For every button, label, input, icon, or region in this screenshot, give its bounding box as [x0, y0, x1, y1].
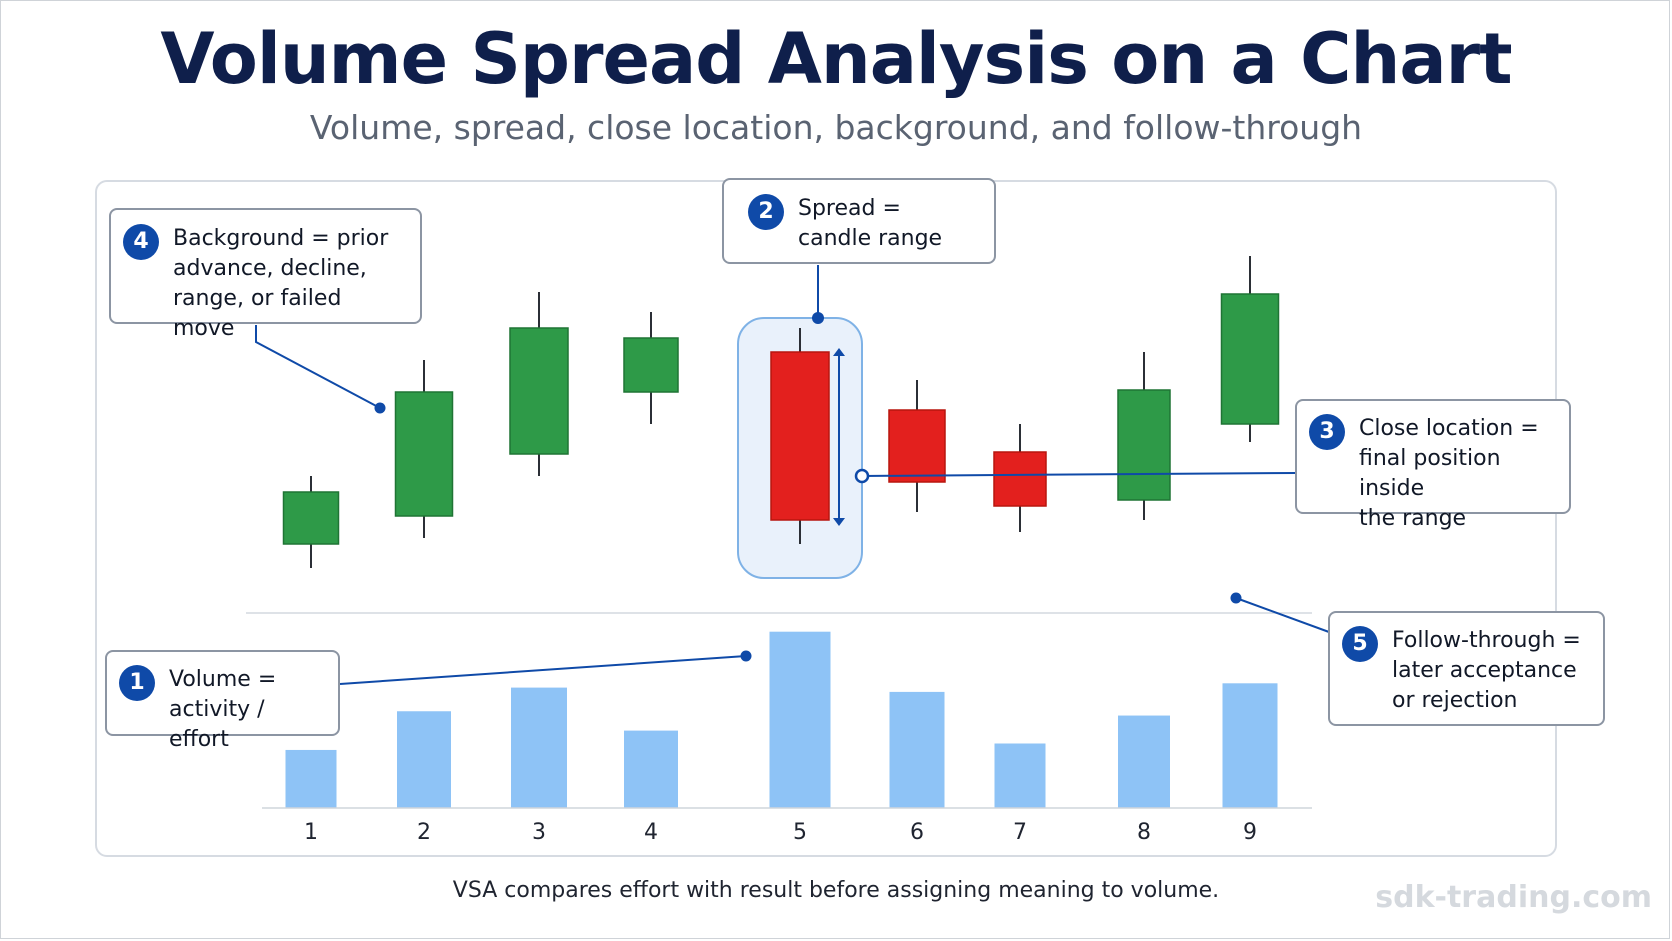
- callout-follow-through: 5 Follow-through = later acceptance or r…: [1328, 611, 1605, 726]
- callout-volume: 1 Volume = activity / effort: [105, 650, 340, 752]
- connector-dot: [740, 650, 752, 662]
- candle-body: [1220, 293, 1280, 425]
- spread-arrow-head-top: [833, 348, 845, 356]
- volume-bar: [994, 743, 1046, 808]
- callout-spread: 2 Spread = candle range: [722, 178, 996, 264]
- callout-number-3: 3: [1309, 414, 1345, 450]
- page-title: Volume Spread Analysis on a Chart: [160, 18, 1512, 100]
- callout-number-4: 4: [123, 224, 159, 260]
- candle-body: [888, 409, 946, 483]
- callout-number-5: 5: [1342, 626, 1378, 662]
- connector-background: [255, 325, 381, 409]
- volume-bar: [769, 631, 831, 808]
- x-tick-label: 2: [417, 820, 431, 845]
- x-tick-label: 9: [1243, 820, 1257, 845]
- volume-bar: [397, 711, 451, 808]
- volume-bar: [511, 687, 567, 808]
- candle-body: [993, 451, 1047, 507]
- page-subtitle: Volume, spread, close location, backgrou…: [309, 108, 1363, 147]
- watermark: sdk-trading.com: [1375, 880, 1652, 915]
- volume-bar: [1118, 715, 1170, 808]
- x-tick-label: 5: [793, 820, 807, 845]
- callout-spread-text: Spread = candle range: [798, 196, 943, 251]
- connector-close-location: [861, 472, 1297, 477]
- x-tick-label: 6: [910, 820, 924, 845]
- candle-body: [770, 351, 830, 521]
- connector-dot: [854, 468, 870, 484]
- volume-bar: [285, 749, 337, 808]
- callout-number-1: 1: [119, 665, 155, 701]
- x-tick-label: 7: [1013, 820, 1027, 845]
- x-tick-label: 8: [1137, 820, 1151, 845]
- callout-background-text: Background = prior advance, decline, ran…: [173, 226, 389, 341]
- connector-dot: [812, 312, 824, 324]
- connector-volume: [339, 655, 747, 685]
- callout-volume-text: Volume = activity / effort: [169, 667, 277, 752]
- connector-dot: [374, 402, 386, 414]
- volume-bar: [1222, 683, 1278, 808]
- footer-note: VSA compares effort with result before a…: [452, 878, 1220, 903]
- candle-body: [282, 491, 340, 545]
- callout-background: 4 Background = prior advance, decline, r…: [109, 208, 422, 341]
- x-tick-label: 4: [644, 820, 658, 845]
- volume-bar: [889, 691, 945, 808]
- candle-body: [623, 337, 679, 393]
- candle-body: [394, 391, 454, 517]
- callout-close-location: 3 Close location = final position inside…: [1295, 399, 1571, 531]
- callout-number-2: 2: [748, 194, 784, 230]
- candle-body: [509, 327, 569, 455]
- callout-close-location-text: Close location = final position inside t…: [1359, 416, 1539, 531]
- connector-follow-through: [1235, 597, 1330, 633]
- candle-body: [1117, 389, 1171, 501]
- x-tick-label: 1: [304, 820, 318, 845]
- spread-arrow-head-bottom: [833, 518, 845, 526]
- callout-follow-through-text: Follow-through = later acceptance or rej…: [1392, 628, 1581, 713]
- volume-bar: [624, 730, 678, 808]
- connector-dot: [1230, 592, 1242, 604]
- x-tick-label: 3: [532, 820, 546, 845]
